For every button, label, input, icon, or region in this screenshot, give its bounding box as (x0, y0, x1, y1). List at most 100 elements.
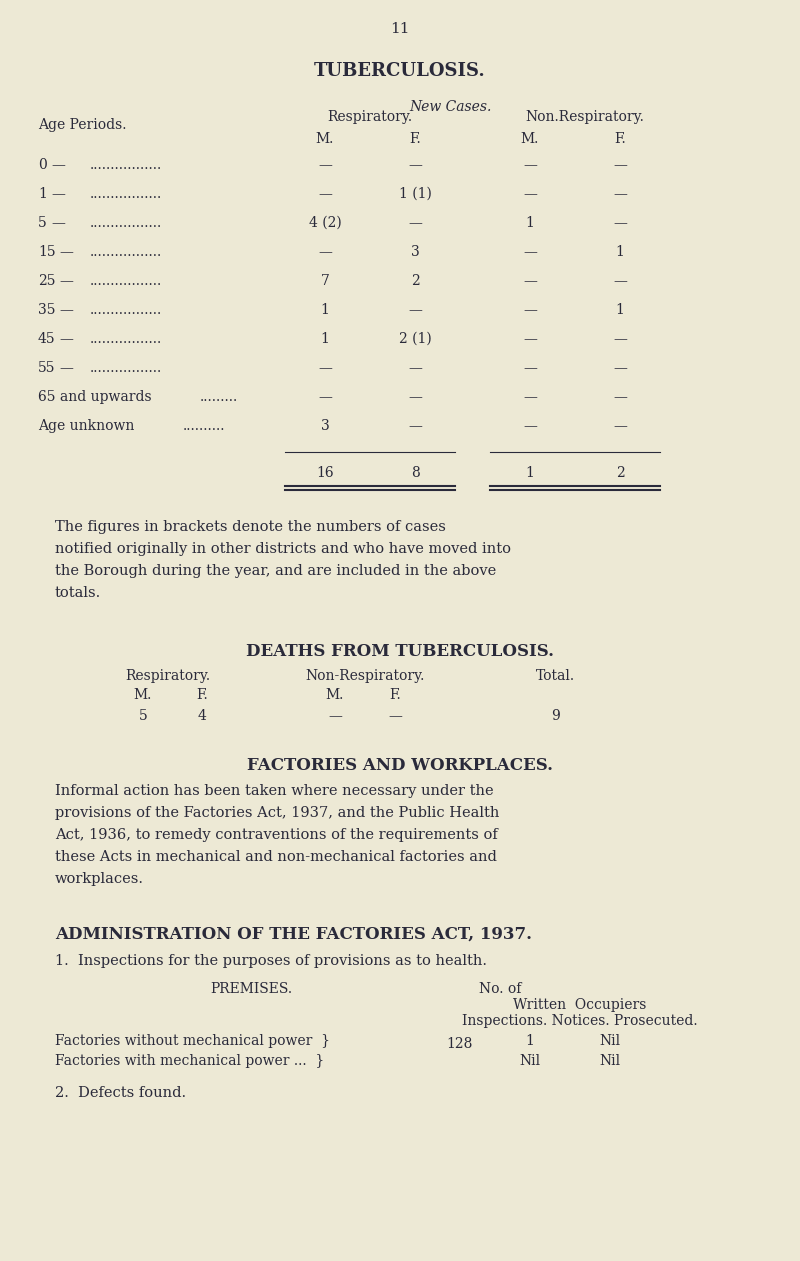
Text: —: — (523, 390, 537, 404)
Text: 5: 5 (38, 216, 46, 230)
Text: —: — (51, 158, 65, 171)
Text: 2.  Defects found.: 2. Defects found. (55, 1086, 186, 1100)
Text: 8: 8 (410, 467, 419, 480)
Text: .................: ................. (90, 303, 162, 317)
Text: —: — (318, 245, 332, 259)
Text: Respiratory.: Respiratory. (126, 670, 210, 683)
Text: 55: 55 (38, 361, 55, 375)
Text: M.: M. (316, 132, 334, 146)
Text: 3: 3 (410, 245, 419, 259)
Text: Respiratory.: Respiratory. (327, 110, 413, 124)
Text: .................: ................. (90, 158, 162, 171)
Text: —: — (51, 187, 65, 200)
Text: 35: 35 (38, 303, 55, 317)
Text: 2: 2 (410, 274, 419, 288)
Text: 11: 11 (390, 21, 410, 37)
Text: —: — (613, 419, 627, 433)
Text: M.: M. (521, 132, 539, 146)
Text: 4: 4 (198, 709, 206, 723)
Text: notified originally in other districts and who have moved into: notified originally in other districts a… (55, 542, 511, 556)
Text: .................: ................. (90, 245, 162, 259)
Text: Non.Respiratory.: Non.Respiratory. (526, 110, 645, 124)
Text: —: — (328, 709, 342, 723)
Text: Informal action has been taken where necessary under the: Informal action has been taken where nec… (55, 784, 494, 798)
Text: ..........: .......... (183, 419, 226, 433)
Text: Factories without mechanical power  }: Factories without mechanical power } (55, 1034, 330, 1048)
Text: 9: 9 (550, 709, 559, 723)
Text: —: — (59, 361, 73, 375)
Text: —: — (523, 187, 537, 200)
Text: provisions of the Factories Act, 1937, and the Public Health: provisions of the Factories Act, 1937, a… (55, 806, 499, 820)
Text: 3: 3 (321, 419, 330, 433)
Text: 16: 16 (316, 467, 334, 480)
Text: Factories with mechanical power ...  }: Factories with mechanical power ... } (55, 1054, 324, 1068)
Text: totals.: totals. (55, 586, 102, 600)
Text: —: — (318, 361, 332, 375)
Text: 1: 1 (526, 216, 534, 230)
Text: —: — (59, 245, 73, 259)
Text: F.: F. (614, 132, 626, 146)
Text: F.: F. (389, 689, 401, 702)
Text: —: — (613, 158, 627, 171)
Text: 0: 0 (38, 158, 46, 171)
Text: —: — (408, 361, 422, 375)
Text: —: — (523, 332, 537, 346)
Text: 1: 1 (526, 467, 534, 480)
Text: Nil: Nil (599, 1034, 621, 1048)
Text: Act, 1936, to remedy contraventions of the requirements of: Act, 1936, to remedy contraventions of t… (55, 828, 498, 842)
Text: TUBERCULOSIS.: TUBERCULOSIS. (314, 62, 486, 79)
Text: —: — (388, 709, 402, 723)
Text: Total.: Total. (535, 670, 574, 683)
Text: M.: M. (326, 689, 344, 702)
Text: —: — (613, 332, 627, 346)
Text: F.: F. (196, 689, 208, 702)
Text: 5: 5 (138, 709, 147, 723)
Text: .................: ................. (90, 361, 162, 375)
Text: .................: ................. (90, 274, 162, 288)
Text: —: — (51, 216, 65, 230)
Text: 1.  Inspections for the purposes of provisions as to health.: 1. Inspections for the purposes of provi… (55, 955, 487, 968)
Text: Age Periods.: Age Periods. (38, 119, 126, 132)
Text: —: — (523, 361, 537, 375)
Text: —: — (613, 274, 627, 288)
Text: DEATHS FROM TUBERCULOSIS.: DEATHS FROM TUBERCULOSIS. (246, 643, 554, 660)
Text: 1: 1 (38, 187, 47, 200)
Text: M.: M. (134, 689, 152, 702)
Text: 2: 2 (616, 467, 624, 480)
Text: Age unknown: Age unknown (38, 419, 134, 433)
Text: Written  Occupiers: Written Occupiers (514, 997, 646, 1013)
Text: —: — (613, 216, 627, 230)
Text: Nil: Nil (599, 1054, 621, 1068)
Text: —: — (408, 390, 422, 404)
Text: —: — (408, 419, 422, 433)
Text: —: — (408, 158, 422, 171)
Text: Inspections. Notices. Prosecuted.: Inspections. Notices. Prosecuted. (462, 1014, 698, 1028)
Text: —: — (318, 158, 332, 171)
Text: PREMISES.: PREMISES. (210, 982, 292, 996)
Text: —: — (408, 303, 422, 317)
Text: —: — (318, 187, 332, 200)
Text: 128: 128 (447, 1037, 473, 1050)
Text: —: — (613, 361, 627, 375)
Text: 65 and upwards: 65 and upwards (38, 390, 152, 404)
Text: —: — (523, 419, 537, 433)
Text: —: — (523, 274, 537, 288)
Text: .................: ................. (90, 332, 162, 346)
Text: 1: 1 (615, 303, 625, 317)
Text: 4 (2): 4 (2) (309, 216, 342, 230)
Text: Non-Respiratory.: Non-Respiratory. (306, 670, 425, 683)
Text: —: — (408, 216, 422, 230)
Text: 45: 45 (38, 332, 56, 346)
Text: these Acts in mechanical and non-mechanical factories and: these Acts in mechanical and non-mechani… (55, 850, 497, 864)
Text: 7: 7 (321, 274, 330, 288)
Text: 25: 25 (38, 274, 55, 288)
Text: .................: ................. (90, 187, 162, 200)
Text: —: — (523, 158, 537, 171)
Text: 1: 1 (615, 245, 625, 259)
Text: 1: 1 (526, 1034, 534, 1048)
Text: 1 (1): 1 (1) (398, 187, 431, 200)
Text: workplaces.: workplaces. (55, 873, 144, 886)
Text: the Borough during the year, and are included in the above: the Borough during the year, and are inc… (55, 564, 496, 578)
Text: FACTORIES AND WORKPLACES.: FACTORIES AND WORKPLACES. (247, 757, 553, 774)
Text: —: — (613, 390, 627, 404)
